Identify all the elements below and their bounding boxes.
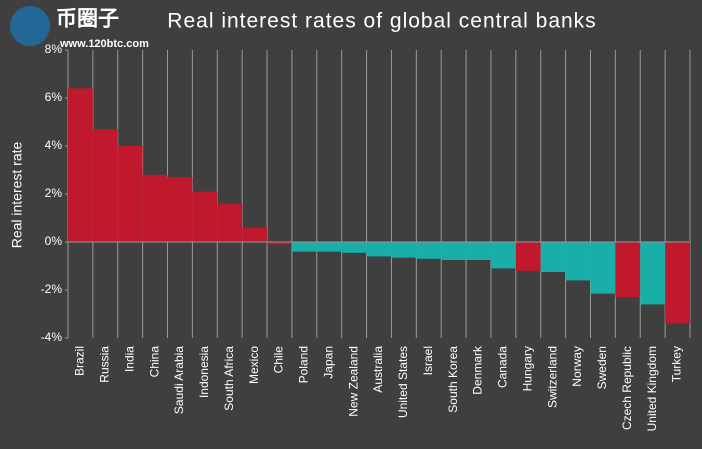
x-tick-label: Hungary bbox=[520, 346, 534, 391]
x-tick-label: Japan bbox=[321, 346, 335, 379]
x-tick-label: Saudi Arabia bbox=[172, 346, 186, 414]
x-tick-label: Sweden bbox=[595, 346, 609, 389]
x-tick-label: Indonesia bbox=[197, 346, 211, 398]
bar bbox=[565, 242, 591, 281]
bar bbox=[267, 242, 292, 245]
y-tick-label: 2% bbox=[45, 186, 63, 200]
x-tick-label: Mexico bbox=[247, 346, 261, 384]
bar bbox=[92, 129, 118, 242]
x-tick-label: Canada bbox=[496, 346, 510, 388]
bar bbox=[416, 242, 442, 259]
bar bbox=[117, 146, 143, 242]
x-tick-label: Turkey bbox=[670, 346, 684, 382]
logo-mark bbox=[10, 6, 50, 46]
bar bbox=[167, 177, 193, 242]
bar bbox=[466, 242, 491, 260]
y-tick-label: -2% bbox=[41, 282, 63, 296]
bar bbox=[615, 242, 641, 298]
y-tick-label: 6% bbox=[45, 90, 63, 104]
bar bbox=[490, 242, 516, 269]
bar bbox=[665, 242, 690, 324]
x-tick-label: South Korea bbox=[446, 346, 460, 413]
y-tick-label: -4% bbox=[41, 330, 63, 344]
bar bbox=[366, 242, 392, 257]
watermark-url: www.120btc.com bbox=[59, 38, 149, 50]
bar bbox=[316, 242, 342, 252]
x-tick-label: Czech Republic bbox=[620, 346, 634, 430]
bar bbox=[341, 242, 367, 253]
x-tick-label: Israel bbox=[421, 346, 435, 375]
x-tick-label: Poland bbox=[297, 346, 311, 383]
bar bbox=[540, 242, 566, 272]
chart-title: Real interest rates of global central ba… bbox=[167, 10, 596, 33]
bar bbox=[142, 174, 168, 242]
x-tick-label: India bbox=[122, 346, 136, 372]
y-tick-label: 4% bbox=[45, 138, 63, 152]
bar bbox=[192, 191, 218, 242]
x-tick-label: United Kingdom bbox=[645, 346, 659, 431]
x-tick-label: Russia bbox=[97, 346, 111, 383]
x-tick-label: United States bbox=[396, 346, 410, 418]
y-tick-label: 8% bbox=[45, 42, 63, 56]
x-tick-label: Switzerland bbox=[545, 346, 559, 408]
bar bbox=[391, 242, 417, 258]
bar bbox=[515, 242, 541, 271]
bar bbox=[291, 242, 317, 252]
x-tick-label: New Zealand bbox=[346, 346, 360, 417]
bar bbox=[590, 242, 616, 294]
bar bbox=[640, 242, 666, 305]
x-tick-label: Brazil bbox=[73, 346, 87, 376]
bar bbox=[68, 88, 93, 243]
bar bbox=[217, 203, 243, 242]
y-tick-label: 0% bbox=[45, 234, 63, 248]
x-tick-label: Norway bbox=[570, 346, 584, 387]
bar bbox=[242, 227, 268, 242]
x-tick-label: Chile bbox=[272, 346, 286, 374]
x-tick-label: China bbox=[147, 346, 161, 378]
x-tick-label: Denmark bbox=[471, 345, 485, 395]
y-axis-label: Real interest rate bbox=[9, 141, 25, 248]
x-tick-label: South Africa bbox=[222, 346, 236, 411]
bar bbox=[441, 242, 467, 260]
x-tick-label: Australia bbox=[371, 346, 385, 393]
watermark-brand: 币圈子 bbox=[56, 8, 119, 31]
